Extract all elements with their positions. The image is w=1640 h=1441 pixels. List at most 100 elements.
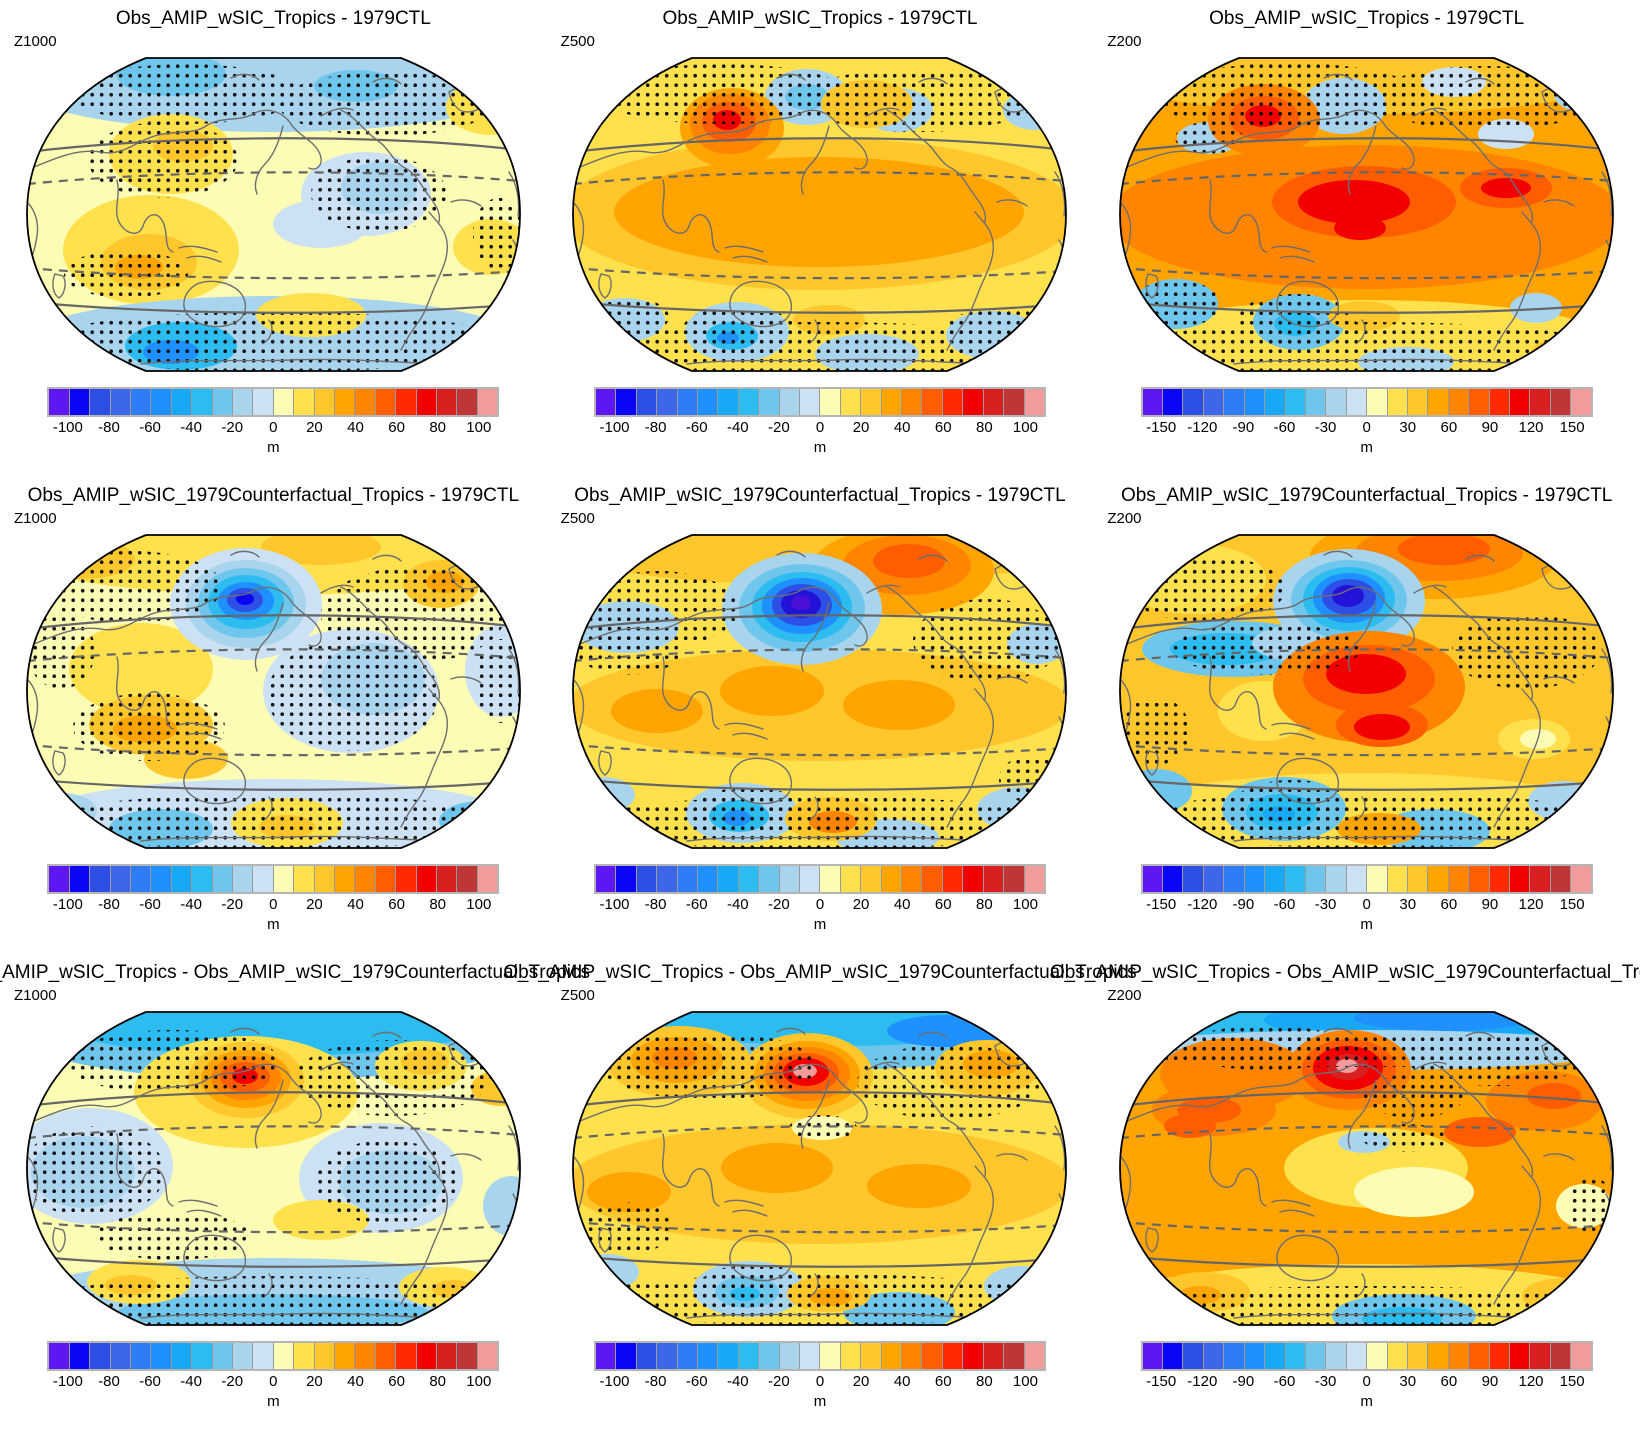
colorbar-tick-label: 0 [815, 419, 825, 436]
panel-z500-row1: Obs_AMIP_wSIC_Tropics - 1979CTL Z500 -10… [547, 6, 1094, 459]
stipple-significance-region [594, 64, 851, 124]
colorbar-segment [1489, 866, 1509, 892]
anomaly-region [720, 666, 825, 716]
stipple-significance-region [857, 1044, 1042, 1120]
colorbar-unit-label: m [1360, 1393, 1373, 1410]
coastline [52, 273, 66, 299]
colorbar-segment [130, 389, 151, 415]
coastline [264, 319, 273, 343]
latitude-line-dashed [573, 648, 1067, 663]
coastline [1233, 835, 1535, 842]
colorbar-segment [1387, 1343, 1407, 1369]
level-label: Z500 [560, 510, 595, 527]
colorbar-tick-label: 20 [852, 419, 870, 436]
stipple-significance-region [266, 639, 439, 751]
colorbar-ticks: -150 -120 -90 -60 -30 0 30 60 90 120 150 [1141, 419, 1593, 438]
colorbar-segment [49, 866, 69, 892]
coastline [1323, 1027, 1495, 1039]
colorbar-tick-label: -100 [52, 419, 83, 436]
colorbar-tick-label: 90 [1481, 1373, 1499, 1390]
colorbar-tick-label: 80 [429, 1373, 447, 1390]
colorbar-segment [1407, 389, 1428, 415]
coastline [115, 656, 174, 730]
colorbar-tick-label: 40 [893, 1373, 911, 1390]
colorbar-segment [212, 389, 232, 415]
colorbar-segment [1265, 866, 1285, 892]
colorbar-tick-label: -40 [180, 419, 202, 436]
colorbar-segment [294, 389, 314, 415]
anomaly-region [1326, 654, 1407, 694]
colorbar-tick-label: 150 [1559, 419, 1585, 436]
anomaly-region [1334, 216, 1387, 240]
colorbar-segment [983, 1343, 1004, 1369]
colorbar-tick-label: 60 [934, 896, 952, 913]
stipple-significance-region [1175, 122, 1244, 154]
colorbar-tick-label: 40 [347, 419, 364, 436]
colorbar-tick-label: 20 [852, 896, 870, 913]
colorbar-segment [595, 866, 616, 892]
colorbar-segment [232, 1343, 253, 1369]
map-outline [572, 57, 1068, 372]
colorbar-segment [477, 1343, 498, 1369]
coastline [115, 179, 174, 253]
colorbar-tick-label: 150 [1559, 896, 1585, 913]
colorbar-segment [192, 1343, 212, 1369]
coastline [1433, 109, 1534, 223]
colorbar-segment [212, 1343, 232, 1369]
colorbar-segment [375, 1343, 396, 1369]
colorbar-segment [718, 866, 738, 892]
stipple-significance-region [1171, 623, 1362, 675]
colorbar-segment [171, 1343, 192, 1369]
colorbar-segment [1346, 389, 1367, 415]
stipple-significance-region [1178, 1026, 1355, 1070]
colorbar-segment [294, 1343, 314, 1369]
colorbar-segment [314, 389, 335, 415]
coastline [26, 586, 322, 648]
coastline [686, 835, 989, 842]
colorbar-segment [69, 1343, 90, 1369]
coastline [254, 602, 284, 672]
colorbar-segment [1469, 1343, 1489, 1369]
colorbar-segment [355, 389, 375, 415]
colorbar-tick-label: -80 [644, 896, 667, 913]
latitude-line-dashed [1120, 743, 1614, 757]
colorbar-unit-label: m [1360, 439, 1373, 456]
panel-title: Obs_AMIP_wSIC_1979Counterfactual_Tropics… [1120, 485, 1613, 506]
level-label: Z500 [560, 987, 595, 1004]
coastline [1323, 73, 1495, 85]
world-map-svg [1119, 1011, 1615, 1326]
world-map-svg [572, 57, 1068, 372]
stipple-significance-region [277, 72, 494, 136]
coastline [178, 722, 222, 740]
colorbar-segment [335, 389, 355, 415]
level-label: Z1000 [14, 987, 57, 1004]
colorbar-unit-label: m [267, 916, 280, 933]
colorbar-segment [718, 1343, 738, 1369]
stipple-significance-region [64, 1030, 281, 1094]
colorbar-tick-label: -40 [726, 1373, 749, 1390]
colorbar-segment [1285, 1343, 1305, 1369]
colorbar-tick-label: 20 [306, 1373, 323, 1390]
colorbar-segment [130, 1343, 151, 1369]
stipple-significance-region [575, 623, 684, 675]
colorbar-segment [698, 389, 718, 415]
latitude-line-dashed [573, 266, 1067, 280]
latitude-line-dashed [1120, 648, 1614, 663]
coastline [52, 1227, 66, 1253]
title-row: Obs_AMIP_wSIC_1979Counterfactual_Tropics… [1093, 483, 1640, 510]
colorbar-segment [192, 866, 212, 892]
colorbar-segment [738, 389, 759, 415]
colorbar-segment [110, 1343, 130, 1369]
anomaly-region [587, 1172, 672, 1212]
colorbar-ticks: -100 -80 -60 -40 -20 0 20 40 60 80 100 [594, 1373, 1046, 1392]
colorbar-segment [1224, 866, 1244, 892]
colorbar-segment [396, 866, 416, 892]
colorbar-segment [1428, 1343, 1448, 1369]
title-row: Obs_AMIP_wSIC_Tropics - 1979CTL [0, 6, 547, 33]
colorbar-segment [1024, 866, 1044, 892]
stipple-significance-region [314, 1140, 459, 1224]
coastline [264, 796, 273, 820]
colorbar-segment [1448, 1343, 1469, 1369]
colorbar-segment [437, 389, 457, 415]
world-map [567, 529, 1072, 854]
